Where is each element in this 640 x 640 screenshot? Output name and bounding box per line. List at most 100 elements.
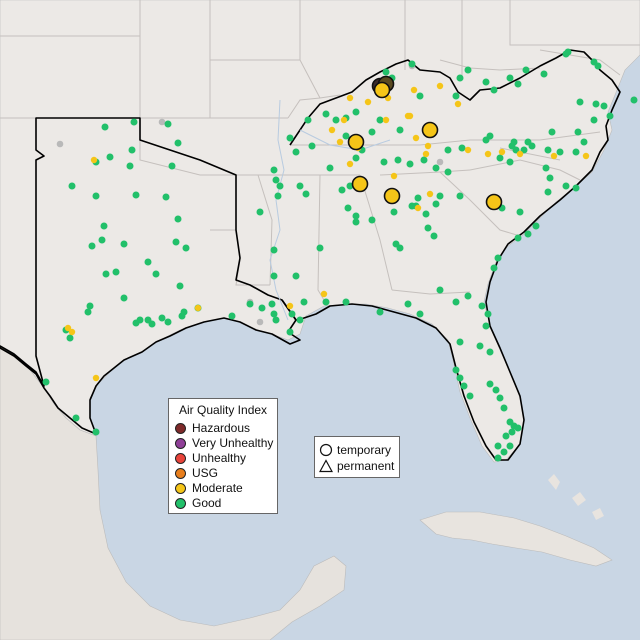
monitor-marker-temporary bbox=[383, 187, 401, 205]
legend-label-hazardous: Hazardous bbox=[192, 421, 251, 435]
monitor-marker-good bbox=[580, 138, 588, 146]
monitor-marker-good bbox=[270, 246, 278, 254]
monitor-marker-moderate bbox=[336, 138, 344, 146]
monitor-marker-good bbox=[286, 134, 294, 142]
legend-row-very-unhealthy: Very Unhealthy bbox=[175, 436, 273, 450]
monitor-marker-good bbox=[404, 300, 412, 308]
monitor-marker-moderate bbox=[382, 116, 390, 124]
monitor-marker-good bbox=[246, 300, 254, 308]
monitor-marker-moderate bbox=[364, 98, 372, 106]
monitor-marker-moderate bbox=[436, 82, 444, 90]
monitor-marker-good bbox=[420, 156, 428, 164]
monitor-marker-good bbox=[270, 166, 278, 174]
monitor-marker-good bbox=[106, 153, 114, 161]
monitor-marker-good bbox=[132, 191, 140, 199]
monitor-marker-good bbox=[176, 282, 184, 290]
legend-label-unhealthy: Unhealthy bbox=[192, 451, 247, 465]
monitor-marker-good bbox=[144, 258, 152, 266]
monitor-marker-good bbox=[524, 230, 532, 238]
monitor-marker-good bbox=[270, 272, 278, 280]
monitor-marker-good bbox=[164, 120, 172, 128]
monitor-marker-good bbox=[376, 308, 384, 316]
monitor-marker-good bbox=[174, 139, 182, 147]
monitor-marker-good bbox=[458, 144, 466, 152]
monitor-marker-good bbox=[482, 78, 490, 86]
monitor-marker-good bbox=[532, 222, 540, 230]
type-label-temporary: temporary bbox=[337, 442, 392, 457]
monitor-marker-good bbox=[274, 192, 282, 200]
monitor-marker-moderate bbox=[484, 150, 492, 158]
monitor-marker-good bbox=[592, 100, 600, 108]
monitor-marker-moderate bbox=[194, 304, 202, 312]
monitor-marker-good bbox=[416, 310, 424, 318]
monitor-marker-good bbox=[376, 116, 384, 124]
legend-row-unhealthy: Unhealthy bbox=[175, 451, 246, 465]
monitor-marker-good bbox=[352, 218, 360, 226]
monitor-marker-unavailable bbox=[436, 158, 444, 166]
monitor-marker-good bbox=[500, 404, 508, 412]
monitor-marker-good bbox=[272, 316, 280, 324]
monitor-marker-good bbox=[416, 92, 424, 100]
legend-row-usg: USG bbox=[175, 466, 218, 480]
monitor-marker-moderate bbox=[346, 94, 354, 102]
monitor-marker-good bbox=[548, 128, 556, 136]
monitor-marker-temporary bbox=[351, 175, 369, 193]
monitor-marker-temporary bbox=[347, 133, 365, 151]
monitor-marker-good bbox=[436, 192, 444, 200]
monitor-marker-good bbox=[594, 62, 602, 70]
legend-label-usg: USG bbox=[192, 466, 219, 480]
monitor-marker-moderate bbox=[516, 150, 524, 158]
monitor-marker-good bbox=[600, 102, 608, 110]
monitor-marker-good bbox=[508, 428, 516, 436]
monitor-marker-good bbox=[42, 378, 50, 386]
monitor-marker-good bbox=[66, 334, 74, 342]
monitor-marker-good bbox=[258, 304, 266, 312]
monitor-marker-good bbox=[514, 234, 522, 242]
monitor-marker-good bbox=[338, 186, 346, 194]
southeast-outline bbox=[281, 49, 621, 461]
monitor-marker-good bbox=[490, 86, 498, 94]
monitor-marker-moderate bbox=[464, 146, 472, 154]
monitor-marker-moderate bbox=[424, 142, 432, 150]
monitor-marker-good bbox=[180, 308, 188, 316]
monitor-marker-moderate bbox=[390, 172, 398, 180]
monitor-marker-good bbox=[486, 132, 494, 140]
monitor-marker-good bbox=[516, 208, 524, 216]
monitor-marker-good bbox=[158, 314, 166, 322]
monitor-marker-moderate bbox=[320, 290, 328, 298]
moderate-swatch bbox=[175, 482, 186, 494]
monitor-marker-moderate bbox=[406, 112, 414, 120]
monitor-marker-good bbox=[494, 254, 502, 262]
monitor-marker-moderate bbox=[64, 324, 72, 332]
monitor-marker-moderate bbox=[68, 328, 76, 336]
monitor-marker-moderate bbox=[328, 126, 336, 134]
monitor-marker-good bbox=[276, 182, 284, 190]
monitor-marker-good bbox=[98, 236, 106, 244]
monitor-marker-good bbox=[464, 292, 472, 300]
monitor-marker-good bbox=[496, 154, 504, 162]
monitor-marker-good bbox=[506, 74, 514, 82]
monitor-marker-good bbox=[92, 192, 100, 200]
monitor-marker-good bbox=[302, 190, 310, 198]
monitor-marker-good bbox=[456, 192, 464, 200]
monitor-marker-good bbox=[466, 392, 474, 400]
monitor-marker-good bbox=[322, 110, 330, 118]
monitor-marker-good bbox=[342, 298, 350, 306]
monitor-marker-good bbox=[544, 146, 552, 154]
monitor-marker-good bbox=[562, 182, 570, 190]
monitor-marker-moderate bbox=[422, 150, 430, 158]
monitor-marker-good bbox=[68, 182, 76, 190]
monitor-marker-good bbox=[414, 194, 422, 202]
monitor-marker-good bbox=[352, 108, 360, 116]
monitor-marker-unavailable bbox=[158, 118, 166, 126]
monitor-marker-good bbox=[322, 298, 330, 306]
monitor-marker-good bbox=[522, 66, 530, 74]
monitor-marker-moderate bbox=[410, 86, 418, 94]
aqi-legend-title: Air Quality Index bbox=[179, 403, 268, 417]
monitor-marker-good bbox=[494, 442, 502, 450]
monitor-marker-unavailable bbox=[256, 318, 264, 326]
monitor-marker-good bbox=[460, 382, 468, 390]
monitor-marker-good bbox=[268, 300, 276, 308]
monitor-marker-temporary bbox=[421, 121, 439, 139]
